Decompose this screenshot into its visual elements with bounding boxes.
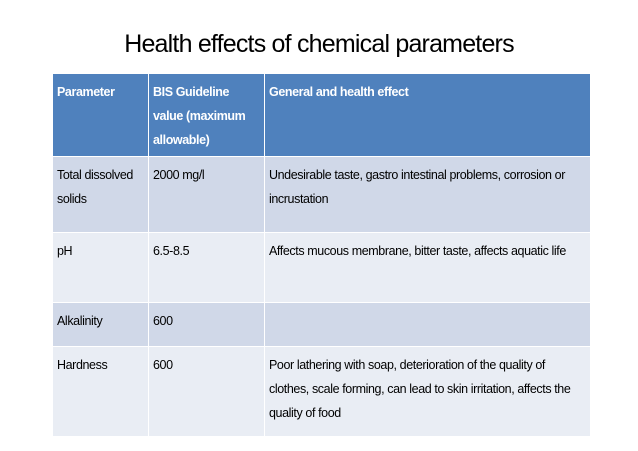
table-cell: 6.5-8.5	[148, 232, 265, 303]
header-cell: BIS Guideline value (maximum allowable)	[148, 73, 265, 157]
header-cell: Parameter	[52, 73, 149, 157]
header-cell: General and health effect	[264, 73, 591, 157]
table-cell: Hardness	[52, 346, 149, 437]
data-table: Parameter BIS Guideline value (maximum al…	[52, 73, 591, 437]
slide-title: Health effects of chemical parameters	[124, 30, 514, 58]
table-row: pH 6.5-8.5 Affects mucous membrane, bitter…	[52, 232, 591, 303]
table-cell: Affects mucous membrane, bitter taste, a…	[264, 232, 591, 303]
table-cell: Poor lathering with soap, deterioration …	[264, 346, 591, 437]
table-cell: Alkalinity	[52, 302, 149, 347]
table-cell: Undesirable taste, gastro intestinal pro…	[264, 156, 591, 233]
table-row: Hardness 600 Poor lathering with soap, det…	[52, 346, 591, 437]
table-cell: 600	[148, 346, 265, 437]
table-row: Total dissolved solids 2000 mg/l Undesirab…	[52, 156, 591, 233]
empty-cell	[264, 302, 591, 347]
table-cell: pH	[52, 232, 149, 303]
table-cell: Total dissolved solids	[52, 156, 149, 233]
table-cell: 600	[148, 302, 265, 347]
header-row: Parameter BIS Guideline value (maximum al…	[52, 73, 591, 157]
table-row: Alkalinity 600	[52, 302, 591, 347]
table-cell: 2000 mg/l	[148, 156, 265, 233]
